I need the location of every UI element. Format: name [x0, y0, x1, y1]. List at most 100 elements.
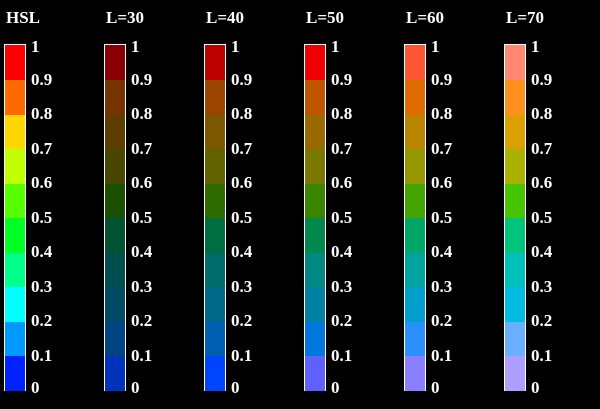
- colorbar-segment: [105, 321, 125, 356]
- colorbar-segment: [105, 148, 125, 184]
- colorbar-segment: [105, 183, 125, 218]
- colorbar-segment: [505, 148, 525, 184]
- tick-label: 0.3: [31, 276, 53, 296]
- colorbar-bar: [4, 44, 26, 391]
- tick-label: 1: [31, 37, 40, 56]
- tick-label: 1: [131, 37, 140, 56]
- tick-label: 0.3: [531, 276, 553, 296]
- tick-label: 0.7: [131, 138, 153, 158]
- tick-label: 0.2: [531, 311, 553, 330]
- tick-label: 0: [231, 378, 240, 397]
- tick-label: 0.7: [431, 138, 453, 158]
- colorbar-segment: [505, 114, 525, 149]
- tick-label: 0.6: [231, 173, 253, 192]
- colorbar-segment: [205, 45, 225, 80]
- colorbar-l-30: L=30 0 0.1 0.2 0.3 0.4 0.5 0.6 0.7 0.8 0.9 1: [100, 0, 200, 409]
- tick-label: 0.2: [31, 311, 53, 330]
- tick-label: 0.1: [331, 345, 353, 365]
- colorbar-segment: [305, 183, 325, 218]
- colorbar-bar: [504, 44, 526, 391]
- tick-label: 0.6: [31, 173, 53, 192]
- tick-label: 0.3: [231, 276, 253, 296]
- tick-label: 0.4: [31, 242, 53, 261]
- colorbar-segment: [105, 114, 125, 149]
- colorbar-segment: [305, 321, 325, 356]
- colorbar-title: L=40: [206, 8, 245, 27]
- colorbar-segment: [5, 286, 25, 322]
- colorbar-segment: [505, 79, 525, 115]
- colorbar-bar: [404, 44, 426, 391]
- tick-label: 0.6: [331, 173, 353, 192]
- tick-label: 0.5: [531, 207, 553, 227]
- colorbar-segment: [305, 355, 325, 391]
- tick-label: 0.8: [131, 104, 153, 123]
- tick-label: 0.2: [331, 311, 353, 330]
- colorbar-segment: [5, 183, 25, 218]
- tick-label: 0.6: [531, 173, 553, 192]
- colorbar-segment: [405, 148, 425, 184]
- colorbar-segment: [305, 148, 325, 184]
- colorbar-segment: [205, 286, 225, 322]
- colorbar-segment: [505, 286, 525, 322]
- colorbar-hsl: HSL 0 0.1 0.2 0.3 0.4 0.5 0.6 0.7 0.8 0.9 1: [0, 0, 100, 409]
- tick-label: 0.4: [131, 242, 153, 261]
- colorbar-segment: [205, 114, 225, 149]
- colorbar-l-60: L=60 0 0.1 0.2 0.3 0.4 0.5 0.6 0.7 0.8 0.9 1: [400, 0, 500, 409]
- colorbar-segment: [205, 355, 225, 391]
- colorbar-bar: [104, 44, 126, 391]
- colorbar-segment: [205, 217, 225, 253]
- tick-label: 0.4: [231, 242, 253, 261]
- colorbar-segment: [305, 217, 325, 253]
- tick-label: 0.8: [431, 104, 453, 123]
- tick-label: 0.3: [431, 276, 453, 296]
- tick-label: 0.2: [131, 311, 153, 330]
- tick-label: 0.5: [331, 207, 353, 227]
- tick-label: 0: [331, 378, 340, 397]
- tick-label: 0.4: [531, 242, 553, 261]
- tick-label: 0.9: [231, 69, 253, 89]
- colorbar-segment: [405, 183, 425, 218]
- colorbar-l-50: L=50 0 0.1 0.2 0.3 0.4 0.5 0.6 0.7 0.8 0.9 1: [300, 0, 400, 409]
- colorbar-bar: [304, 44, 326, 391]
- tick-label: 0: [431, 378, 440, 397]
- colorbar-segment: [205, 79, 225, 115]
- colorbar-segment: [405, 114, 425, 149]
- tick-label: 0.2: [431, 311, 453, 330]
- colorbar-l-70: L=70 0 0.1 0.2 0.3 0.4 0.5 0.6 0.7 0.8 0.9 1: [500, 0, 600, 409]
- colorbar-segment: [5, 321, 25, 356]
- colorbar-segment: [105, 217, 125, 253]
- colorbar-title: HSL: [6, 8, 41, 27]
- tick-label: 0.5: [131, 207, 153, 227]
- colorbar-title: L=60: [406, 8, 445, 27]
- colorbar-l-40: L=40 0 0.1 0.2 0.3 0.4 0.5 0.6 0.7 0.8 0.9 1: [200, 0, 300, 409]
- colorbar-segment: [205, 148, 225, 184]
- colorbar-segment: [205, 252, 225, 287]
- tick-label: 0.7: [331, 138, 353, 158]
- colorbar-segment: [505, 183, 525, 218]
- colorbar-segment: [305, 79, 325, 115]
- colorbar-segment: [5, 114, 25, 149]
- colorbar-segment: [405, 321, 425, 356]
- tick-label: 0.1: [531, 345, 553, 365]
- tick-label: 0.8: [331, 104, 353, 123]
- colorbar-segment: [405, 252, 425, 287]
- colorbar-segment: [405, 45, 425, 80]
- tick-label: 0.5: [31, 207, 53, 227]
- colorbar-title: L=50: [306, 8, 345, 27]
- tick-label: 0.4: [431, 242, 453, 261]
- colorbar-segment: [5, 148, 25, 184]
- colorbar-segment: [505, 45, 525, 80]
- colorbar-segment: [305, 252, 325, 287]
- tick-label: 1: [531, 37, 540, 56]
- colorbar-segment: [305, 114, 325, 149]
- colorbar-bar: [204, 44, 226, 391]
- tick-label: 0: [531, 378, 540, 397]
- tick-label: 0.5: [431, 207, 453, 227]
- tick-label: 0.1: [31, 345, 53, 365]
- tick-label: 0.3: [331, 276, 353, 296]
- tick-label: 0.3: [131, 276, 153, 296]
- tick-label: 0.5: [231, 207, 253, 227]
- tick-label: 0.8: [531, 104, 553, 123]
- colorbar-segment: [405, 286, 425, 322]
- tick-label: 0.9: [531, 69, 553, 89]
